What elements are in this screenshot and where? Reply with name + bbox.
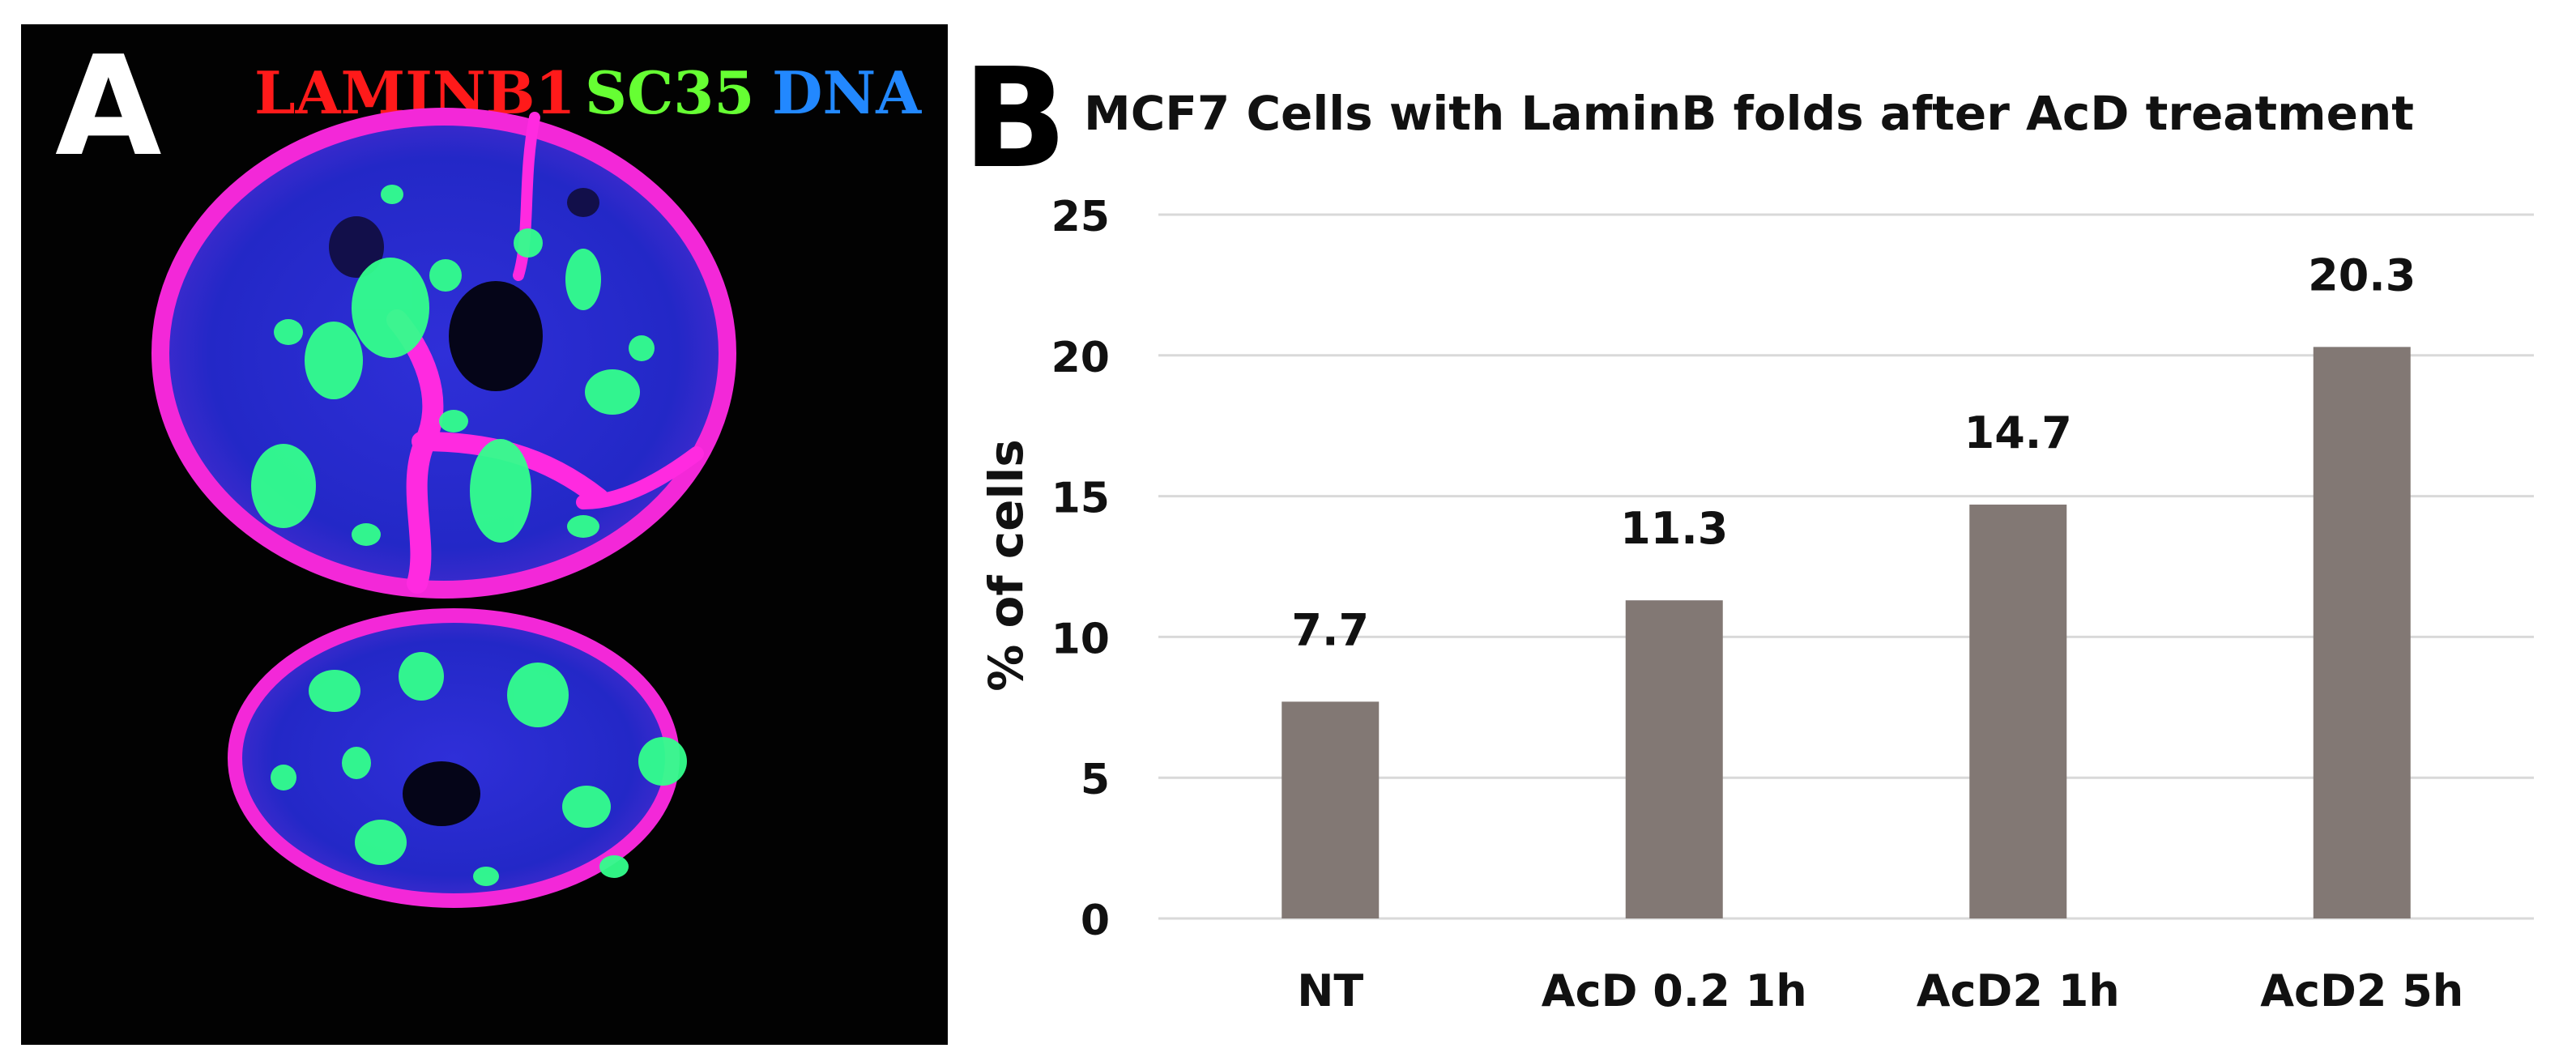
y-tick-label: 20 bbox=[1051, 334, 1110, 382]
speckle bbox=[429, 259, 462, 292]
speckle bbox=[251, 444, 316, 528]
speckle bbox=[355, 820, 407, 865]
speckle bbox=[567, 515, 599, 538]
value-label: 7.7 bbox=[1291, 604, 1369, 655]
y-tick-label: 5 bbox=[1081, 756, 1110, 804]
panel-b: B MCF7 Cells with LaminB folds after AcD… bbox=[962, 39, 2534, 1016]
lamin-fold-right bbox=[576, 446, 704, 509]
y-axis-label: % of cells bbox=[979, 439, 1034, 692]
upper-nucleus bbox=[151, 108, 736, 599]
y-axis-ticks: 0 5 10 15 20 25 bbox=[1051, 193, 1110, 945]
speckle bbox=[399, 652, 444, 701]
nucleolus-small-2 bbox=[567, 188, 599, 217]
value-label: 14.7 bbox=[1964, 407, 2072, 458]
nucleolus-small-1 bbox=[329, 216, 384, 278]
speckle bbox=[629, 335, 655, 361]
speckle bbox=[352, 523, 381, 546]
x-axis-ticks: NT AcD 0.2 1h AcD2 1h AcD2 5h bbox=[1297, 965, 2463, 1016]
bar-acd-0-2-1h bbox=[1625, 600, 1723, 918]
bars bbox=[1282, 347, 2411, 918]
nucleolus-upper bbox=[449, 281, 543, 391]
speckle bbox=[599, 855, 629, 878]
nucleolus-lower bbox=[403, 761, 480, 826]
speckle bbox=[585, 369, 640, 415]
value-label: 11.3 bbox=[1620, 503, 1728, 554]
gridlines bbox=[1158, 213, 2534, 920]
speckle bbox=[271, 765, 296, 790]
value-label: 20.3 bbox=[2308, 249, 2416, 300]
panel-a-letter: A bbox=[55, 27, 162, 187]
speckle bbox=[274, 319, 303, 345]
bar-acd2-1h bbox=[1969, 505, 2067, 918]
speckle bbox=[309, 670, 360, 712]
speckle bbox=[507, 663, 569, 727]
panel-a: A LAMINB1 SC35 DNA bbox=[21, 24, 948, 1045]
panel-b-letter: B bbox=[962, 39, 1068, 199]
x-tick-label: NT bbox=[1297, 965, 1363, 1016]
lower-nucleus bbox=[228, 608, 687, 908]
speckle bbox=[470, 439, 531, 543]
sc35-speckles-lower bbox=[271, 652, 687, 886]
sc35-speckles-upper bbox=[251, 185, 655, 546]
chart-title: MCF7 Cells with LaminB folds after AcD t… bbox=[1084, 86, 2414, 141]
channel-label-sc35: SC35 bbox=[585, 58, 755, 127]
speckle bbox=[514, 228, 543, 258]
speckle bbox=[342, 747, 371, 779]
speckle bbox=[473, 867, 499, 886]
speckle bbox=[565, 249, 601, 310]
x-tick-label: AcD2 1h bbox=[1917, 965, 2120, 1016]
y-tick-label: 10 bbox=[1051, 615, 1110, 663]
bar-acd2-5h bbox=[2313, 347, 2411, 918]
speckle bbox=[439, 410, 468, 432]
x-tick-label: AcD 0.2 1h bbox=[1542, 965, 1807, 1016]
channel-label-dna: DNA bbox=[772, 58, 922, 127]
y-tick-label: 25 bbox=[1051, 193, 1110, 241]
value-labels: 7.7 11.3 14.7 20.3 bbox=[1291, 249, 2416, 655]
speckle bbox=[638, 737, 687, 786]
lamin-fold-top bbox=[513, 112, 540, 281]
speckle bbox=[305, 322, 363, 399]
y-tick-label: 15 bbox=[1051, 475, 1110, 523]
speckle bbox=[381, 185, 403, 204]
x-tick-label: AcD2 5h bbox=[2260, 965, 2463, 1016]
y-tick-label: 0 bbox=[1081, 897, 1110, 945]
speckle bbox=[352, 258, 429, 358]
speckle bbox=[562, 786, 611, 828]
bar-nt bbox=[1282, 701, 1380, 918]
